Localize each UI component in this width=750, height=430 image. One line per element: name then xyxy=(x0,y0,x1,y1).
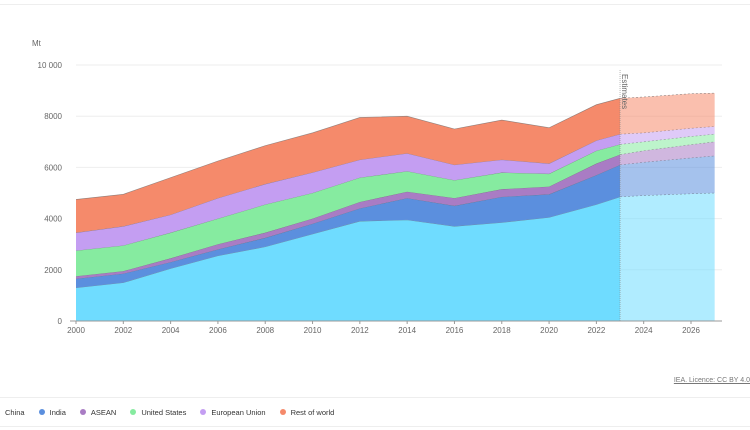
area-rest-of-world[interactable] xyxy=(76,98,621,233)
top-divider xyxy=(0,4,750,5)
legend-label: ASEAN xyxy=(90,407,117,417)
x-tick-label: 2012 xyxy=(351,326,369,335)
x-tick-label: 2022 xyxy=(587,326,605,335)
x-tick-label: 2002 xyxy=(114,326,132,335)
legend-item-european-union[interactable]: European Union xyxy=(200,407,266,417)
y-axis-label: Mt xyxy=(32,39,42,48)
legend-label: United States xyxy=(141,407,187,417)
x-tick-label: 2020 xyxy=(540,326,558,335)
area-china[interactable] xyxy=(76,196,621,321)
x-tick-label: 2026 xyxy=(682,326,700,335)
y-tick-label: 6000 xyxy=(44,163,62,172)
x-tick-label: 2018 xyxy=(493,326,511,335)
legend-label: European Union xyxy=(211,407,266,417)
legend-swatch xyxy=(200,409,207,415)
x-tick-label: 2016 xyxy=(446,326,464,335)
area-asean[interactable] xyxy=(76,154,621,279)
licence-link[interactable]: IEA. Licence: CC BY 4.0 xyxy=(673,377,750,384)
legend-swatch xyxy=(279,409,286,415)
y-tick-label: 2000 xyxy=(44,266,62,275)
legend-item-china[interactable]: China xyxy=(0,408,25,417)
estimates-annotation: Estimates xyxy=(620,74,629,109)
legend-item-rest-of-world[interactable]: Rest of world xyxy=(279,407,335,417)
area-estimate-india[interactable] xyxy=(620,155,715,197)
area-estimate-china[interactable] xyxy=(620,193,715,321)
y-tick-label: 0 xyxy=(58,317,63,326)
legend-item-asean[interactable]: ASEAN xyxy=(79,407,117,417)
area-edge xyxy=(75,97,621,200)
y-tick-label: 10 000 xyxy=(38,61,63,70)
legend-item-united-states[interactable]: United States xyxy=(130,408,186,417)
x-tick-label: 2010 xyxy=(304,326,322,335)
legend-swatch xyxy=(130,409,137,415)
x-tick-label: 2014 xyxy=(398,326,416,335)
y-tick-label: 4000 xyxy=(44,215,62,224)
legend-swatch xyxy=(38,409,45,415)
area-estimate-european-union[interactable] xyxy=(620,126,715,145)
legend-label: India xyxy=(49,407,66,417)
legend-label: China xyxy=(5,407,25,417)
legend-item-india[interactable]: India xyxy=(38,407,66,417)
x-tick-label: 2004 xyxy=(162,326,180,335)
x-tick-label: 2008 xyxy=(256,326,274,335)
area-estimate-rest-of-world[interactable] xyxy=(620,93,715,135)
legend-swatch xyxy=(79,409,86,415)
x-tick-label: 2000 xyxy=(67,326,85,335)
stacked-area-chart: 0 2000 4000 6000 8000 10 000 Mt Estimates 2000 20… xyxy=(32,39,722,335)
area-european-union[interactable] xyxy=(76,134,621,251)
x-tick-label: 2006 xyxy=(209,326,227,335)
area-india[interactable] xyxy=(76,164,621,288)
area-estimate-asean[interactable] xyxy=(620,141,715,165)
area-estimate-united-states[interactable] xyxy=(620,134,715,155)
area-united-states[interactable] xyxy=(76,144,621,277)
y-tick-label: 8000 xyxy=(44,112,62,121)
x-tick-label: 2024 xyxy=(635,326,653,335)
legend-label: Rest of world xyxy=(290,407,335,417)
legend: China India ASEAN United States European Uni… xyxy=(0,397,750,427)
